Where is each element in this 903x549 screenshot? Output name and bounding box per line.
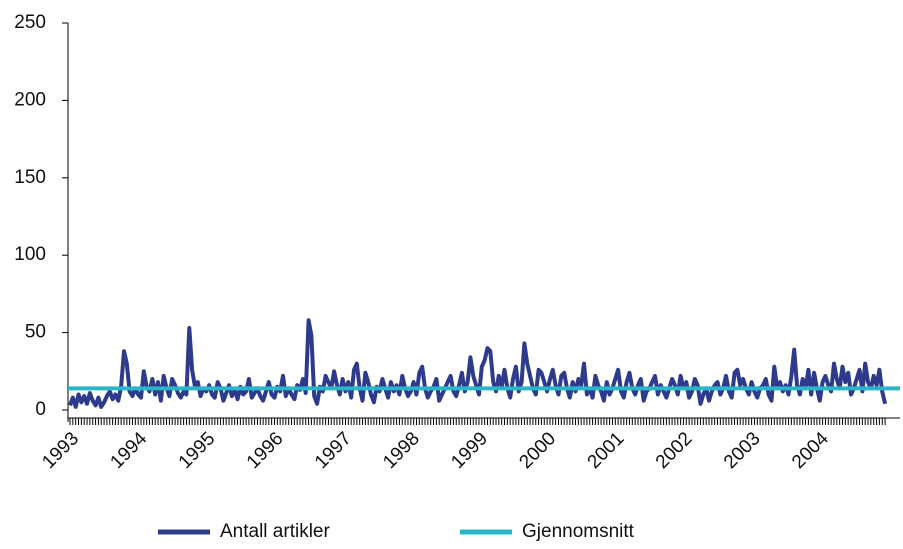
y-tick-label: 50 (25, 322, 46, 343)
x-tick-label: 1995 (175, 428, 220, 473)
x-tick-label: 1993 (38, 428, 83, 473)
legend-label: Antall artikler (220, 521, 330, 542)
x-tick-label: 2000 (515, 428, 560, 473)
legend-label: Gjennomsnitt (522, 521, 635, 542)
x-tick-label: 2003 (720, 428, 765, 473)
y-tick-label: 150 (14, 167, 46, 188)
x-tick-label: 1994 (106, 428, 151, 473)
data-line (68, 318, 888, 409)
x-tick-label: 1999 (447, 428, 492, 473)
y-tick-label: 250 (14, 12, 46, 33)
y-tick-label: 200 (14, 89, 46, 110)
x-tick-label: 2001 (584, 428, 629, 473)
x-tick-label: 1996 (243, 428, 288, 473)
x-tick-label: 2004 (788, 428, 833, 473)
x-tick-label: 1997 (311, 428, 356, 473)
y-tick-label: 100 (14, 244, 46, 265)
x-tick-label: 1998 (379, 428, 424, 473)
y-tick-label: 0 (35, 399, 46, 420)
x-tick-label: 2002 (652, 428, 697, 473)
